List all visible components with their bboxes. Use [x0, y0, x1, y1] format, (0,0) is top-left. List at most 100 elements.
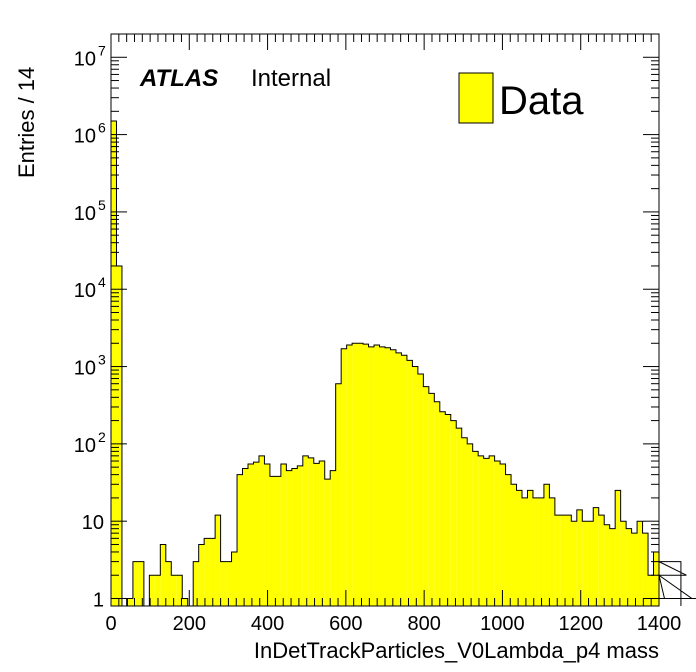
histogram-bar	[324, 479, 331, 606]
histogram-bar	[587, 521, 594, 606]
histogram-bar	[291, 468, 298, 606]
histogram-bar	[280, 463, 287, 606]
histogram-bar	[209, 538, 216, 606]
histogram-bar	[368, 346, 375, 606]
x-tick-label: 800	[407, 613, 440, 635]
histogram-bar	[560, 515, 566, 606]
histogram-bar	[406, 360, 413, 606]
histogram-bar	[204, 538, 210, 606]
histogram-bar	[637, 521, 643, 606]
x-tick-label: 1400	[637, 613, 682, 635]
histogram-bar	[511, 484, 517, 606]
y-axis-title: Entries / 14	[14, 67, 39, 178]
histogram-bar	[522, 497, 528, 606]
histogram-bar	[127, 598, 133, 606]
histogram-bar	[532, 497, 539, 606]
x-tick-label: 0	[105, 613, 116, 635]
y-tick-exponent: 2	[98, 429, 106, 445]
y-tick-label: 10	[82, 512, 104, 534]
histogram-bar	[138, 561, 144, 606]
histogram-bar	[428, 393, 435, 606]
histogram-bar	[500, 463, 506, 606]
y-tick-label: 10	[74, 358, 96, 380]
histogram-bar	[450, 420, 457, 606]
histogram-bar	[330, 470, 336, 606]
histogram-bar	[549, 497, 555, 606]
legend-swatch	[458, 72, 494, 124]
histogram-bar	[582, 521, 588, 606]
histogram-bar	[160, 544, 166, 606]
histogram-bar	[231, 551, 238, 606]
histogram-bar	[401, 355, 407, 606]
histogram-bar	[248, 463, 254, 606]
histogram-bar	[439, 411, 446, 606]
histogram-bar	[593, 507, 599, 606]
histogram-bar	[615, 490, 621, 606]
histogram-bar	[182, 598, 188, 606]
histogram-bar	[604, 524, 610, 606]
histogram-bar	[494, 461, 501, 606]
histogram-bar	[417, 374, 424, 606]
histogram-bar	[598, 515, 605, 606]
histogram-bar	[626, 528, 632, 606]
histogram-bar	[456, 428, 462, 606]
legend-label: Data	[499, 79, 584, 123]
histogram-bar	[516, 490, 522, 606]
y-tick-exponent: 6	[98, 120, 106, 136]
histogram-bar	[571, 521, 577, 606]
histogram-bar	[237, 474, 243, 606]
histogram-bar	[472, 451, 479, 606]
histogram-bar	[215, 515, 221, 606]
y-tick-exponent: 3	[98, 352, 106, 368]
histogram-bar	[253, 462, 259, 606]
x-tick-label: 1200	[558, 613, 603, 635]
histogram-bars	[111, 120, 659, 606]
y-tick-label: 10	[74, 435, 96, 457]
histogram-bar	[478, 455, 484, 606]
histogram-bar	[505, 474, 512, 606]
histogram-bar	[576, 509, 583, 606]
histogram-bar	[374, 344, 380, 606]
histogram-outline	[110, 120, 696, 606]
histogram-bar	[154, 575, 161, 606]
histogram-bar	[467, 443, 473, 606]
y-tick-label: 10	[74, 203, 96, 225]
histogram-bar	[297, 465, 303, 606]
y-tick-label: 1	[93, 590, 104, 612]
histogram-bar	[308, 457, 314, 606]
atlas-internal-label: Internal	[251, 65, 331, 92]
histogram-bar	[434, 401, 440, 606]
histogram-bar	[390, 349, 396, 606]
histogram-bar	[176, 575, 183, 606]
y-tick-exponent: 4	[98, 274, 106, 290]
histogram-bar	[319, 461, 325, 606]
histogram-bar	[352, 343, 358, 606]
histogram-bar	[527, 490, 533, 606]
x-tick-label: 1000	[480, 613, 525, 635]
x-tick-label: 200	[173, 613, 206, 635]
x-tick-label: 600	[329, 613, 362, 635]
histogram-bar	[357, 343, 364, 606]
histogram-bar	[653, 551, 659, 606]
histogram-bar	[258, 455, 265, 606]
histogram-bar	[565, 515, 572, 606]
x-axis-ticks	[110, 34, 660, 606]
y-tick-exponent: 5	[98, 197, 106, 213]
histogram-bar	[165, 561, 172, 606]
histogram-bar	[461, 437, 468, 606]
histogram-bar	[554, 515, 561, 606]
histogram-bar	[385, 347, 391, 606]
histogram-bar	[132, 561, 139, 606]
histogram-bar	[302, 455, 309, 606]
y-axis-ticks	[111, 33, 659, 600]
histogram-bar	[489, 455, 495, 606]
histogram-bar	[379, 346, 385, 606]
y-tick-label: 10	[74, 280, 96, 302]
histogram-bar	[242, 468, 248, 606]
histogram-bar	[111, 120, 117, 606]
histogram-bar	[412, 366, 418, 606]
x-tick-label: 400	[251, 613, 284, 635]
histogram-bar	[286, 470, 292, 606]
